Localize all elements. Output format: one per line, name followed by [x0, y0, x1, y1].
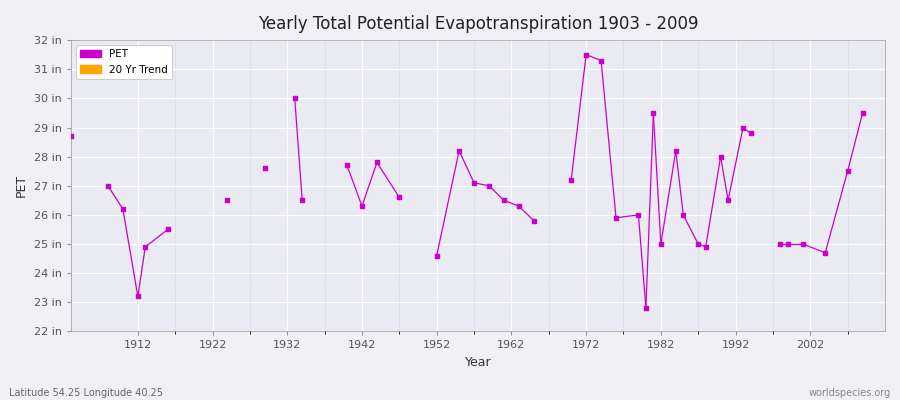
Point	[721, 197, 735, 204]
Point	[639, 305, 653, 311]
Point	[512, 203, 526, 209]
Point	[429, 252, 444, 259]
Point	[138, 244, 152, 250]
Point	[467, 180, 482, 186]
Text: worldspecies.org: worldspecies.org	[809, 388, 891, 398]
Point	[818, 250, 832, 256]
Point	[773, 241, 788, 247]
Point	[743, 130, 758, 136]
Point	[482, 182, 496, 189]
Point	[855, 110, 869, 116]
Point	[631, 212, 645, 218]
Point	[160, 226, 175, 233]
Point	[691, 241, 706, 247]
Point	[392, 194, 407, 201]
Point	[101, 182, 115, 189]
Point	[653, 241, 668, 247]
Point	[130, 293, 145, 300]
X-axis label: Year: Year	[464, 356, 491, 369]
Point	[698, 244, 713, 250]
Point	[116, 206, 130, 212]
Point	[63, 133, 77, 140]
Point	[287, 95, 302, 102]
Point	[736, 124, 751, 131]
Y-axis label: PET: PET	[15, 174, 28, 197]
Point	[355, 203, 369, 209]
Point	[257, 165, 272, 172]
Point	[676, 212, 690, 218]
Point	[646, 110, 661, 116]
Point	[714, 154, 728, 160]
Point	[452, 148, 466, 154]
Legend: PET, 20 Yr Trend: PET, 20 Yr Trend	[76, 45, 172, 79]
Point	[608, 215, 623, 221]
Point	[370, 159, 384, 166]
Point	[526, 218, 541, 224]
Point	[669, 148, 683, 154]
Point	[564, 177, 579, 183]
Point	[220, 197, 235, 204]
Point	[841, 168, 855, 174]
Point	[594, 57, 608, 64]
Point	[295, 197, 310, 204]
Point	[497, 197, 511, 204]
Point	[796, 241, 810, 247]
Point	[780, 241, 795, 247]
Text: Latitude 54.25 Longitude 40.25: Latitude 54.25 Longitude 40.25	[9, 388, 163, 398]
Point	[579, 52, 593, 58]
Point	[340, 162, 355, 168]
Title: Yearly Total Potential Evapotranspiration 1903 - 2009: Yearly Total Potential Evapotranspiratio…	[257, 15, 698, 33]
